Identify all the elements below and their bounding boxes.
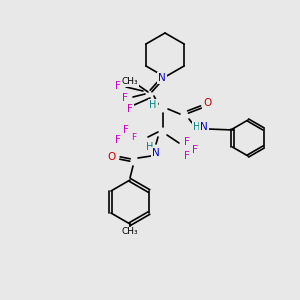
Text: H: H xyxy=(146,142,154,152)
Text: F: F xyxy=(192,145,198,155)
Text: F: F xyxy=(184,137,190,147)
Text: CH₃: CH₃ xyxy=(122,227,138,236)
Text: F: F xyxy=(115,81,121,91)
Text: N: N xyxy=(200,122,208,132)
Text: O: O xyxy=(108,152,116,162)
Text: F: F xyxy=(122,93,128,103)
Text: CH₃: CH₃ xyxy=(122,77,138,86)
Text: F: F xyxy=(127,104,133,114)
Text: F: F xyxy=(123,125,129,135)
Text: N: N xyxy=(152,148,160,158)
Text: O: O xyxy=(203,98,211,108)
Text: H: H xyxy=(149,100,157,110)
Text: F: F xyxy=(131,134,136,142)
Text: F: F xyxy=(184,151,190,161)
Text: F: F xyxy=(115,135,121,145)
Text: N: N xyxy=(158,73,166,83)
Text: H: H xyxy=(193,122,201,132)
